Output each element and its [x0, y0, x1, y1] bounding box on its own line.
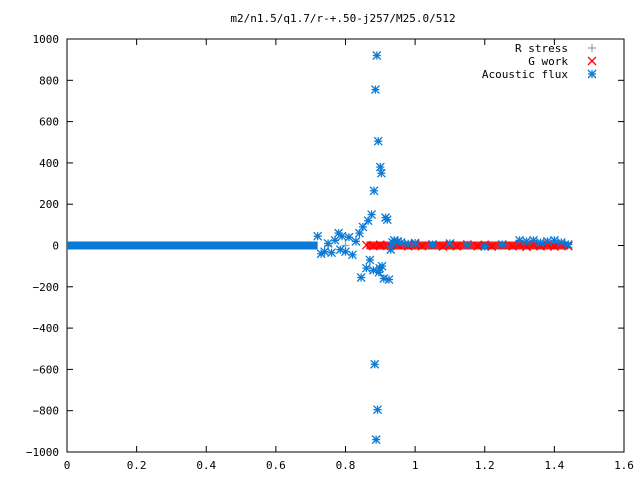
acoustic-flux-point — [480, 242, 490, 251]
acoustic-flux-point — [396, 237, 406, 247]
acoustic-flux-point — [386, 245, 396, 255]
x-tick-label: 1.6 — [614, 459, 634, 472]
acoustic-flux-point — [365, 255, 375, 265]
acoustic-flux-point — [341, 247, 350, 257]
x-tick-label: 0.2 — [127, 459, 147, 472]
g-work-point — [452, 241, 462, 251]
acoustic-flux-point — [313, 231, 323, 241]
g-work-point — [417, 241, 427, 251]
acoustic-flux-point — [376, 168, 386, 178]
acoustic-flux-point — [367, 210, 377, 219]
x-tick-label: 1.4 — [544, 459, 564, 472]
legend-marker — [587, 69, 597, 79]
acoustic-flux-point — [330, 235, 340, 245]
x-tick-label: 1 — [412, 459, 419, 472]
y-tick-label: 600 — [39, 116, 59, 129]
acoustic-flux-point — [356, 273, 366, 282]
acoustic-flux-point — [372, 51, 382, 60]
acoustic-flux-point — [410, 238, 420, 248]
acoustic-flux-point — [351, 236, 361, 246]
y-tick-label: −200 — [33, 281, 60, 294]
acoustic-flux-point — [529, 235, 538, 245]
g-work-point — [375, 240, 385, 250]
acoustic-flux-point — [379, 274, 389, 283]
acoustic-flux-point — [344, 232, 354, 242]
legend-label: R stress — [515, 42, 568, 55]
acoustic-flux-point — [371, 435, 381, 445]
acoustic-flux-point — [556, 237, 566, 247]
legend-label: Acoustic flux — [482, 68, 568, 81]
acoustic-flux-dense-band — [67, 241, 318, 250]
acoustic-flux-point — [327, 248, 337, 258]
y-tick-label: 1000 — [33, 33, 60, 46]
legend-label: G work — [528, 55, 568, 68]
acoustic-flux-point — [361, 263, 371, 273]
data-marks — [67, 51, 573, 445]
g-work-point — [487, 242, 497, 251]
acoustic-flux-point — [563, 240, 573, 249]
y-tick-label: −600 — [33, 363, 60, 376]
acoustic-flux-point — [377, 261, 387, 271]
y-tick-label: 800 — [39, 74, 59, 87]
x-tick-label: 0 — [64, 459, 71, 472]
y-axis: 1000 800 600 400 200 0 −200 −400 −600 −800 −1000 — [26, 33, 624, 459]
acoustic-flux-point — [323, 238, 333, 248]
y-tick-label: −800 — [33, 405, 60, 418]
x-axis: 0 0.2 0.4 0.6 0.8 1 1.2 1.4 1.6 — [64, 39, 634, 472]
acoustic-flux-point — [370, 85, 380, 95]
acoustic-flux-point — [462, 240, 472, 250]
x-tick-label: 0.4 — [196, 459, 216, 472]
g-work-point — [438, 242, 448, 251]
acoustic-flux-point — [348, 250, 357, 260]
acoustic-flux-point — [369, 186, 379, 196]
acoustic-flux-point — [549, 235, 559, 245]
g-work-point — [473, 241, 483, 251]
y-tick-label: 200 — [39, 198, 59, 211]
acoustic-flux-point — [382, 215, 392, 225]
x-tick-label: 0.6 — [266, 459, 286, 472]
g-work-point — [508, 241, 518, 251]
acoustic-flux-point — [428, 240, 437, 249]
chart-title: m2/n1.5/q1.7/r-+.50-j257/M25.0/512 — [230, 12, 455, 25]
acoustic-flux-point — [370, 359, 380, 369]
acoustic-flux-point — [358, 222, 368, 232]
legend-marker — [587, 56, 597, 66]
legend-marker — [588, 44, 596, 52]
y-tick-label: −1000 — [26, 446, 59, 459]
acoustic-flux-point — [445, 238, 455, 248]
acoustic-flux-point — [373, 405, 382, 415]
y-tick-label: −400 — [33, 322, 60, 335]
g-work-point — [368, 241, 378, 251]
x-tick-label: 1.2 — [475, 459, 495, 472]
y-tick-label: 400 — [39, 157, 59, 170]
y-tick-label: 0 — [52, 240, 59, 253]
x-tick-label: 0.8 — [336, 459, 356, 472]
acoustic-flux-point — [384, 275, 394, 285]
acoustic-flux-point — [497, 240, 507, 249]
acoustic-flux-point — [337, 231, 347, 241]
g-work-point — [529, 240, 538, 249]
acoustic-flux-point — [373, 136, 383, 146]
